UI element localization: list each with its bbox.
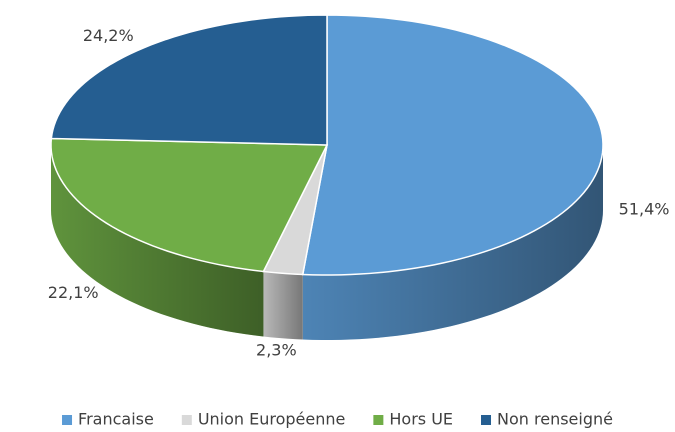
legend-label: Hors UE: [389, 410, 453, 429]
legend-swatch: [62, 415, 73, 425]
slice: [301, 14, 604, 276]
data-label: 24,2%: [83, 26, 134, 45]
slice: [50, 14, 328, 146]
legend-swatch: [181, 415, 192, 425]
data-label: 22,1%: [48, 283, 99, 302]
legend-label: Union Européenne: [198, 410, 346, 429]
legend-swatch: [481, 415, 492, 425]
legend-label: Non renseigné: [497, 410, 613, 429]
slice: [50, 137, 329, 273]
slice-side-shade: [51, 145, 264, 337]
slice-side-shade: [263, 271, 303, 340]
slice-side-shade: [302, 145, 603, 340]
legend-label: Francaise: [78, 410, 154, 429]
legend: Francaise Union Européenne Hors UE Non rens…: [62, 410, 613, 429]
legend-swatch: [373, 415, 384, 425]
data-label: 2,3%: [256, 341, 297, 360]
data-label: 51,4%: [619, 200, 670, 219]
